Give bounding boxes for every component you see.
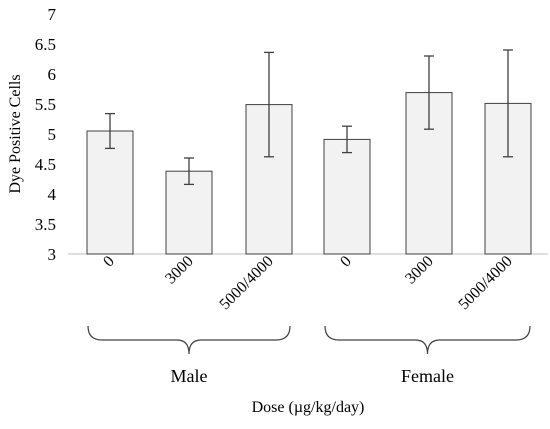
category-labels: 0 3000 5000/4000 0 3000 5000/4000	[100, 253, 516, 313]
error-bar	[264, 51, 274, 158]
error-bar	[342, 125, 352, 154]
x-axis-title: Dose (µg/kg/day)	[252, 399, 365, 416]
error-bar	[105, 112, 115, 150]
y-axis-ticks: 3 3.5 4 4.5 5 5.5 6 6.5 7	[35, 5, 57, 264]
group-label-female: Female	[401, 366, 454, 386]
error-bar	[503, 49, 513, 158]
category-label: 5000/4000	[455, 253, 515, 313]
group-brace-female	[324, 325, 531, 355]
y-tick-label: 3	[48, 245, 57, 264]
error-bar	[424, 55, 434, 130]
error-bar	[184, 157, 194, 186]
y-axis-title: Dye Positive Cells	[7, 74, 24, 193]
error-bars	[105, 49, 513, 186]
group-labels: Male Female	[171, 366, 454, 386]
group-braces	[87, 325, 531, 355]
y-tick-label: 5.5	[35, 95, 56, 114]
group-label-male: Male	[171, 366, 208, 386]
category-label: 3000	[402, 253, 437, 288]
category-label: 0	[337, 253, 355, 271]
y-tick-label: 6	[48, 65, 57, 84]
category-label: 3000	[162, 253, 197, 288]
bars	[86, 92, 532, 255]
y-tick-label: 6.5	[35, 35, 56, 54]
bar-female-0	[323, 138, 371, 255]
y-tick-label: 4	[48, 185, 57, 204]
y-tick-label: 5	[48, 125, 57, 144]
bar-male-0	[86, 130, 134, 255]
y-tick-label: 7	[48, 5, 57, 24]
group-brace-male	[87, 325, 291, 355]
y-tick-label: 4.5	[35, 155, 56, 174]
category-label: 0	[100, 253, 118, 271]
y-tick-label: 3.5	[35, 215, 56, 234]
category-label: 5000/4000	[216, 253, 276, 313]
